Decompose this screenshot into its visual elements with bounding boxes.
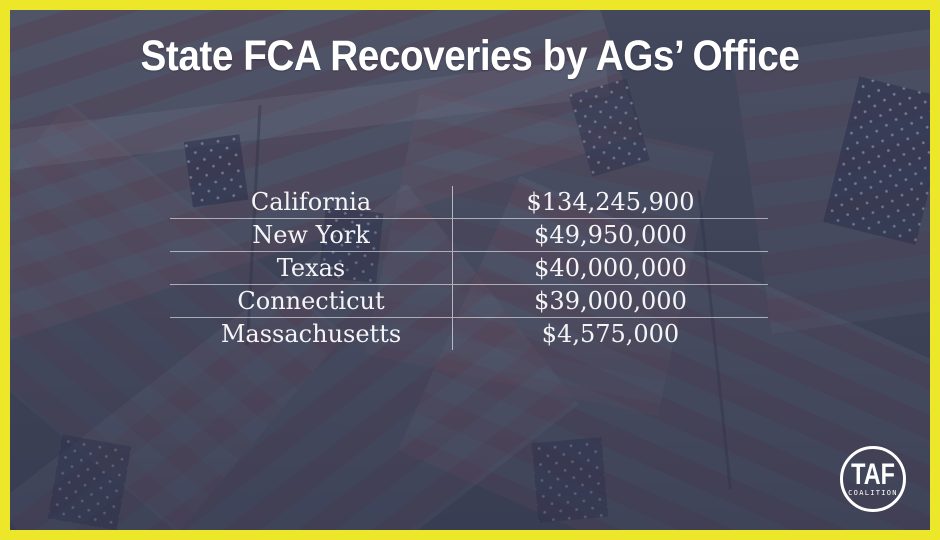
flags-background-image — [10, 10, 930, 530]
state-cell: Massachusetts — [170, 318, 453, 350]
slide-content: State FCA Recoveries by AGs’ Office Cali… — [10, 10, 930, 530]
taf-coalition-logo: TAF COALITION — [840, 446, 906, 512]
amount-cell: $49,950,000 — [534, 221, 687, 249]
amount-cell: $134,245,900 — [526, 188, 695, 216]
logo-taf-text: TAF — [851, 457, 895, 491]
logo-coalition-text: COALITION — [848, 488, 898, 497]
table-row: California $134,245,900 — [170, 186, 768, 218]
table-row: Texas $40,000,000 — [170, 251, 768, 284]
table-row: Massachusetts $4,575,000 — [170, 317, 768, 350]
slide-title: State FCA Recoveries by AGs’ Office — [140, 32, 800, 80]
table-row: Connecticut $39,000,000 — [170, 284, 768, 317]
state-cell: California — [170, 186, 453, 218]
amount-cell: $39,000,000 — [534, 287, 687, 315]
state-cell: New York — [170, 219, 453, 251]
table-row: New York $49,950,000 — [170, 218, 768, 251]
state-cell: Texas — [170, 252, 453, 284]
amount-cell: $4,575,000 — [541, 320, 680, 348]
recoveries-table: California $134,245,900 New York $49,950… — [170, 186, 768, 350]
amount-cell: $40,000,000 — [534, 254, 687, 282]
state-cell: Connecticut — [170, 285, 453, 317]
